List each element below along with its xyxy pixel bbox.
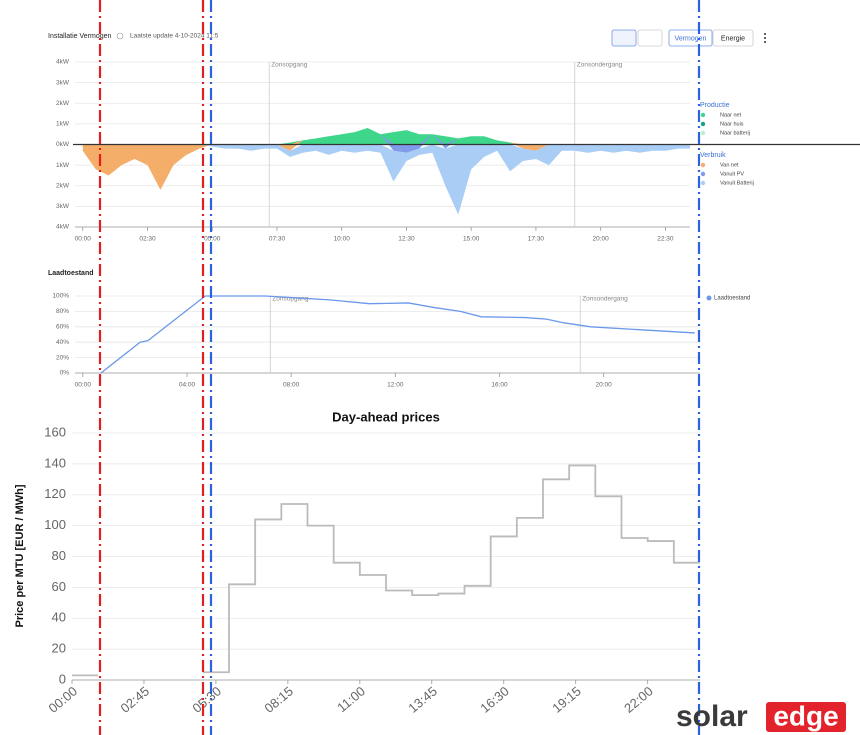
- x-tick-label: 11:00: [334, 683, 368, 715]
- x-tick-label: 17:30: [528, 236, 545, 243]
- x-tick-label: 05:30: [189, 683, 224, 715]
- legend-swatch: [700, 130, 706, 136]
- annotation-label: Zonsopgang: [272, 296, 309, 303]
- subtitle: Laatste update 4-10-2024 11:5: [130, 33, 219, 40]
- y-tick-label: 1kW: [56, 121, 70, 128]
- tab-button[interactable]: [712, 29, 754, 47]
- x-tick-label: 08:00: [283, 382, 300, 389]
- y-tick-label: 1kW: [56, 162, 70, 169]
- menu-icon[interactable]: [764, 33, 766, 43]
- y-tick-label: 2kW: [56, 182, 70, 189]
- area: [82, 128, 690, 145]
- annotation-label: Zonsondergang: [577, 62, 623, 69]
- x-tick-label: 04:00: [179, 382, 196, 389]
- x-tick-label: 07:30: [269, 236, 286, 243]
- x-tick-label: 12:00: [387, 382, 404, 389]
- area: [82, 144, 690, 215]
- y-tick-label: 40%: [56, 339, 69, 346]
- y-tick-label: 3kW: [56, 79, 70, 86]
- x-tick-label: 16:30: [477, 683, 512, 715]
- x-tick-label: 12:30: [398, 236, 415, 243]
- x-tick-label: 02:45: [118, 683, 153, 715]
- legend-label: Naar batterij: [720, 130, 750, 136]
- reference-lines: [98, 0, 701, 735]
- logo-box: [766, 702, 846, 732]
- legend-label: Laadtoestand: [714, 296, 750, 302]
- x-tick-label: 00:00: [75, 382, 92, 389]
- y-tick-label: 120: [44, 486, 66, 501]
- legend-swatch: [700, 171, 706, 177]
- x-tick-label: 02:30: [139, 236, 156, 243]
- plots: 4kW 3kW 2kW 1kW 0kW 1kW 2kW 3kW 4kW 00:00 02:30 05:…: [44, 59, 860, 716]
- x-tick-label: 20:00: [593, 236, 610, 243]
- x-tick-label: 13:45: [405, 683, 440, 715]
- x-tick-label: 10:00: [334, 236, 351, 243]
- x-tick-label: 19:15: [549, 683, 584, 715]
- y-tick-label: 100: [44, 517, 66, 532]
- x-tick-label: 16:00: [491, 382, 508, 389]
- y-tick-label: 100%: [52, 293, 69, 300]
- y-tick-label: 2kW: [56, 100, 70, 107]
- view-button[interactable]: [611, 29, 637, 47]
- logo-text: solar: [676, 700, 748, 733]
- tab-label[interactable]: Energie: [721, 35, 745, 42]
- y-tick-label: 40: [52, 610, 66, 625]
- y-tick-label: 60%: [56, 324, 69, 331]
- legend-label: Vanuit PV: [720, 171, 744, 177]
- line: [100, 295, 695, 374]
- y-tick-label: 20: [52, 641, 66, 656]
- area: [82, 128, 690, 153]
- chart-title: Day-ahead prices: [332, 409, 440, 424]
- y-tick-label: 140: [44, 455, 66, 470]
- annotation-label: Zonsondergang: [582, 296, 628, 303]
- y-tick-label: 3kW: [56, 203, 70, 210]
- logo-text: edge: [773, 700, 838, 731]
- chart-title: Laadtoestand: [48, 270, 94, 277]
- legend-label: Naar net: [720, 112, 742, 118]
- areas: [82, 128, 690, 215]
- info-icon[interactable]: [116, 32, 124, 40]
- legend-label: Van net: [720, 162, 739, 168]
- chart-title: Installatie Vermogen: [48, 33, 112, 40]
- y-tick-label: 0%: [60, 370, 70, 377]
- view-button[interactable]: [637, 29, 663, 47]
- legend-title: Productie: [700, 102, 730, 109]
- tab-label[interactable]: Vermogen: [675, 35, 707, 42]
- y-tick-label: 20%: [56, 354, 69, 361]
- legend-swatch: [700, 180, 706, 186]
- legend-label: Vanuit Batterij: [720, 180, 754, 186]
- legend-label: Naar huis: [720, 121, 744, 127]
- x-tick-label: 20:00: [596, 382, 613, 389]
- step-line: [72, 464, 700, 677]
- x-tick-label: 22:00: [621, 683, 656, 715]
- y-tick-label: 4kW: [56, 59, 70, 66]
- y-tick-label: 80: [52, 548, 66, 563]
- x-tick-label: 08:15: [261, 683, 296, 715]
- x-tick-label: 00:00: [46, 683, 81, 715]
- legend-swatch: [700, 112, 706, 118]
- legend-swatch: [706, 295, 712, 301]
- y-tick-label: 4kW: [56, 224, 70, 231]
- x-tick-label: 05:00: [204, 236, 221, 243]
- y-tick-label: 0kW: [56, 141, 70, 148]
- annotation-label: Zonsopgang: [271, 62, 308, 69]
- tab-button[interactable]: [668, 29, 713, 47]
- y-tick-label: 80%: [56, 308, 69, 315]
- y-tick-label: 0: [59, 671, 66, 686]
- legend-swatch: [700, 121, 706, 127]
- y-tick-label: 60: [52, 579, 66, 594]
- legend-title: Verbruik: [700, 152, 726, 159]
- legend-swatch: [700, 162, 706, 168]
- x-tick-label: 15:00: [463, 236, 480, 243]
- x-tick-label: 22:30: [657, 236, 674, 243]
- y-tick-label: 160: [44, 424, 66, 439]
- y-axis-label: Price per MTU [EUR / MWh]: [14, 484, 26, 627]
- x-tick-label: 00:00: [75, 236, 92, 243]
